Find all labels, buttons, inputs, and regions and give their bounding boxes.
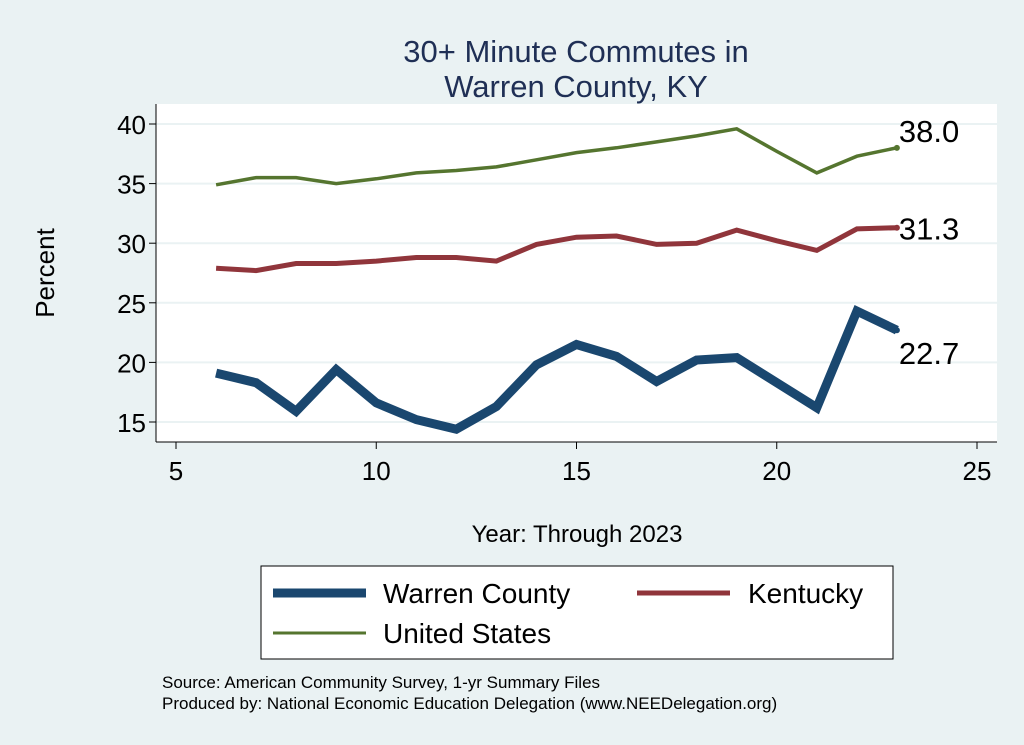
x-axis-label: Year: Through 2023: [472, 521, 683, 548]
source-note: Source: American Community Survey, 1-yr …: [162, 673, 600, 692]
y-tick-label: 25: [117, 289, 146, 319]
legend-box: [260, 565, 894, 660]
end-point-warren-county: [893, 327, 900, 334]
series-line-warren-county: [215, 304, 899, 434]
plot-area: [156, 104, 997, 442]
x-tick-label: 5: [169, 456, 183, 486]
y-axis-label: Percent: [30, 227, 60, 317]
end-label-united-states: 38.0: [899, 114, 959, 149]
y-tick-label: 40: [117, 110, 146, 140]
end-point-united-states: [893, 144, 900, 151]
grid-lines: [156, 123, 997, 423]
chart-title-line-2: Warren County, KY: [444, 69, 708, 104]
series-line-united-states: [215, 126, 898, 187]
x-tick-label: 25: [963, 456, 992, 486]
end-label-kentucky: 31.3: [899, 212, 959, 247]
y-tick-label: 20: [117, 348, 146, 378]
x-tick-label: 10: [362, 456, 391, 486]
produced-by-note: Produced by: National Economic Education…: [162, 694, 777, 713]
legend: Warren County Kentucky United States: [260, 565, 894, 660]
y-tick-label: 35: [117, 170, 146, 200]
end-labels: 38.0 31.3 22.7: [899, 114, 959, 371]
y-tick-label: 30: [117, 229, 146, 259]
x-axis-ticks: 5 10 15 20 25: [169, 442, 992, 486]
legend-label-united-states: United States: [383, 618, 551, 649]
end-label-warren-county: 22.7: [899, 336, 959, 371]
y-tick-label: 15: [117, 408, 146, 438]
legend-label-kentucky: Kentucky: [748, 578, 863, 609]
end-point-kentucky: [893, 224, 900, 231]
y-axis-ticks: 15 20 25 30 35 40: [117, 110, 156, 438]
series-line-kentucky: [215, 225, 897, 274]
series-lines: [215, 126, 900, 434]
chart-title-line-1: 30+ Minute Commutes in: [403, 34, 748, 69]
x-tick-label: 15: [562, 456, 591, 486]
legend-label-warren-county: Warren County: [383, 578, 570, 609]
x-tick-label: 20: [762, 456, 791, 486]
